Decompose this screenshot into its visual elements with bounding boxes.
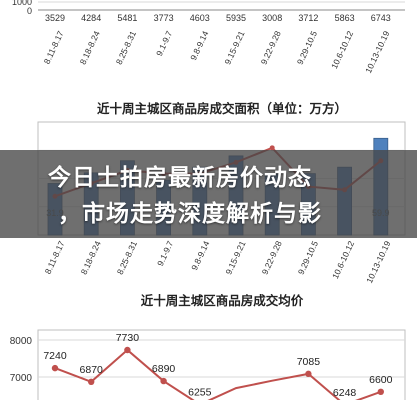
x-tick-label: 9.8-9.14 — [189, 239, 211, 272]
chart-title: 近十周主城区商品房成交均价 — [141, 293, 304, 308]
series-point — [124, 346, 131, 354]
x-tick-label: 8.11-8.17 — [42, 29, 66, 65]
data-label: 7085 — [297, 356, 321, 368]
data-label: 6890 — [152, 363, 176, 375]
x-tick-label: 9.15-9.21 — [223, 239, 247, 276]
data-label: 6248 — [333, 387, 357, 399]
data-label: 3529 — [45, 13, 65, 23]
data-label: 6870 — [80, 364, 104, 376]
x-tick-label: 9.29-10.5 — [295, 29, 319, 66]
data-label: 5935 — [226, 13, 246, 23]
plot-area — [37, 329, 406, 400]
x-tick-label: 10.13-10.19 — [363, 29, 391, 75]
x-tick-label: 9.22-9.28 — [260, 239, 284, 276]
headline-line-2: ，市场走势深度解析与影 — [58, 201, 322, 227]
x-tick-label: 10.13-10.19 — [364, 239, 392, 285]
headline-line-1: 今日土拍房最新房价动态 — [48, 165, 312, 191]
data-label: 4284 — [81, 13, 101, 23]
series-point — [269, 145, 275, 151]
x-tick-label: 10.6-10.12 — [329, 29, 355, 70]
data-label: 5481 — [117, 13, 137, 23]
series-point — [377, 388, 384, 395]
x-tick-label: 9.22-9.28 — [259, 29, 283, 66]
y-tick-label: 1000 — [12, 0, 32, 7]
chart-title: 近十周主城区商品房成交面积（单位：万方） — [97, 101, 347, 116]
series-point — [51, 364, 59, 372]
headline-banner — [0, 150, 417, 238]
data-label: 5863 — [335, 13, 355, 23]
data-label: 4603 — [190, 13, 210, 23]
x-tick-label: 9.8-9.14 — [188, 29, 210, 62]
price-line-chart: 近十周主城区商品房成交均价 8000 7000 7240 6870 7730 6890 62… — [10, 293, 406, 400]
x-tick-label: 8.25-8.31 — [114, 29, 138, 66]
series-point — [88, 378, 95, 386]
y-tick-label: 7000 — [10, 373, 33, 384]
x-tick-label: 8.25-8.31 — [115, 239, 139, 276]
x-tick-label: 8.18-8.24 — [78, 29, 102, 66]
data-label: 3773 — [154, 13, 174, 23]
data-label: 6743 — [371, 13, 391, 23]
x-tick-label: 9.15-9.21 — [222, 29, 246, 66]
series-line — [54, 348, 382, 400]
data-label: 7730 — [116, 332, 140, 344]
x-tick-label: 9.1-9.7 — [155, 239, 175, 267]
data-label: 7240 — [43, 350, 67, 362]
x-tick-label: 9.29-10.5 — [296, 239, 320, 276]
x-tick-label: 8.18-8.24 — [79, 239, 103, 276]
series-point — [160, 377, 167, 385]
y-tick-label: 8000 — [10, 336, 33, 347]
data-label: 6255 — [188, 387, 212, 399]
x-tick-label: 9.1-9.7 — [154, 29, 174, 57]
data-label: 3008 — [262, 13, 282, 23]
x-tick-label: 10.6-10.12 — [330, 239, 356, 280]
series-point — [305, 370, 312, 378]
x-tick-label: 8.11-8.17 — [43, 239, 67, 275]
data-label: 3712 — [298, 13, 318, 23]
y-tick-label: 0 — [27, 6, 32, 16]
data-label: 6600 — [369, 374, 393, 386]
